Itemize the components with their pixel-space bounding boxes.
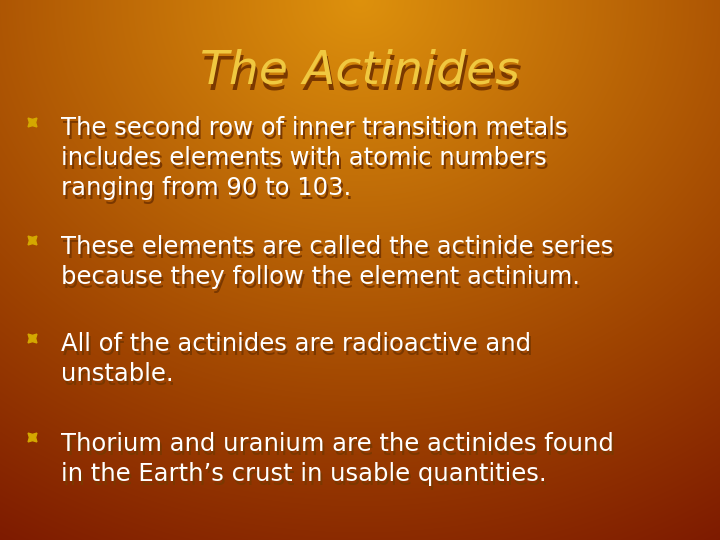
Text: Thorium and uranium are the actinides found
in the Earth’s crust in usable quant: Thorium and uranium are the actinides fo… (63, 436, 616, 490)
Text: The second row of inner transition metals
includes elements with atomic numbers
: The second row of inner transition metal… (61, 116, 567, 199)
Text: All of the actinides are radioactive and
unstable.: All of the actinides are radioactive and… (61, 332, 531, 386)
Text: These elements are called the actinide series
because they follow the element ac: These elements are called the actinide s… (61, 235, 613, 288)
Text: The Actinides: The Actinides (202, 54, 522, 99)
Text: The second row of inner transition metals
includes elements with atomic numbers
: The second row of inner transition metal… (63, 120, 570, 204)
Text: All of the actinides are radioactive and
unstable.: All of the actinides are radioactive and… (63, 336, 534, 390)
Text: Thorium and uranium are the actinides found
in the Earth’s crust in usable quant: Thorium and uranium are the actinides fo… (61, 432, 614, 485)
Text: These elements are called the actinide series
because they follow the element ac: These elements are called the actinide s… (63, 239, 616, 293)
Text: The Actinides: The Actinides (200, 49, 520, 93)
